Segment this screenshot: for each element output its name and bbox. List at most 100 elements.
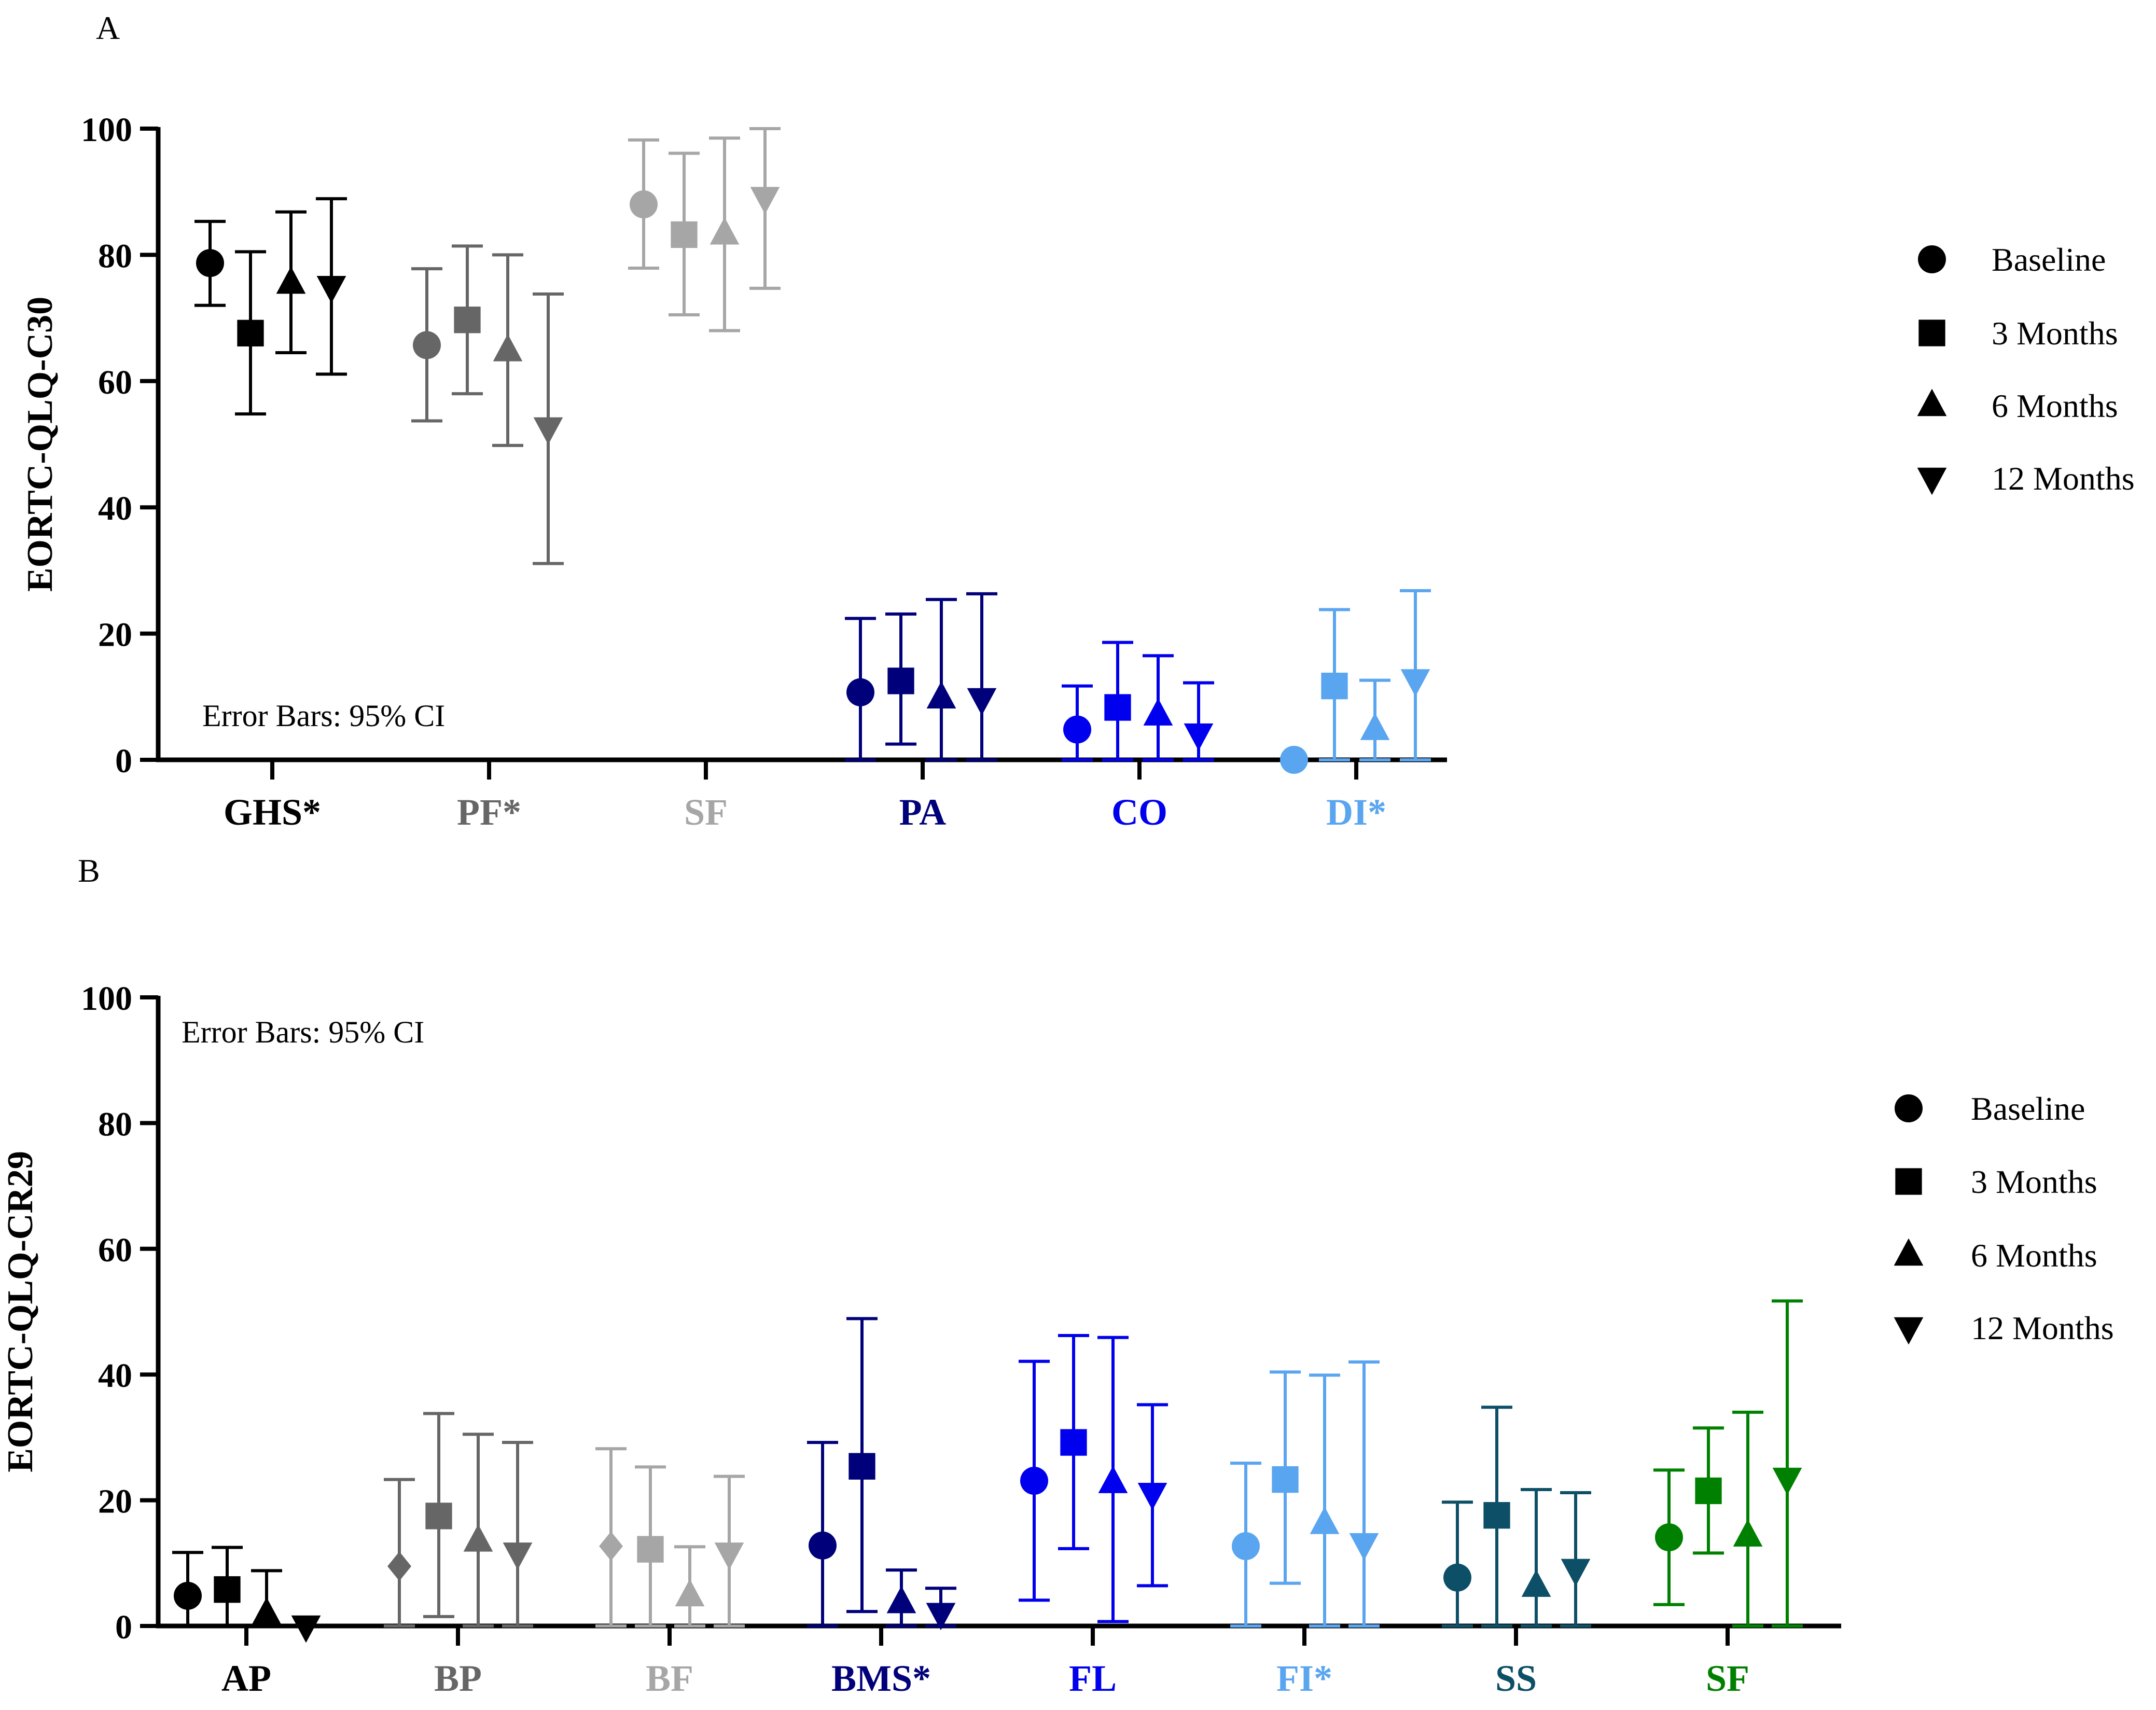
legend-label: Baseline: [1992, 241, 2106, 278]
marker-triangle-down: [1184, 723, 1214, 751]
marker-triangle-up: [252, 1597, 282, 1625]
legend-item-6-months: 6 Months: [1894, 1237, 2097, 1274]
marker-circle: [196, 249, 224, 277]
data-point-ss-6-months: [1521, 1487, 1552, 1628]
marker-square: [1695, 1477, 1722, 1505]
y-tick-label: 40: [98, 490, 132, 527]
marker-triangle-up: [1521, 1569, 1551, 1597]
legend-item-baseline: Baseline: [1918, 241, 2106, 278]
group-co: CO: [1062, 641, 1214, 833]
data-point-co-6-months: [1143, 654, 1174, 761]
y-axis-label: EORTC-QLQ-CR29: [1, 1151, 40, 1472]
marker-triangle-up: [493, 333, 523, 362]
data-point-sf-6-months: [709, 136, 740, 332]
marker-triangle-up: [1098, 1466, 1128, 1493]
data-point-bp-12-months: [502, 1441, 533, 1628]
data-point-di-6-months: [1359, 678, 1390, 761]
marker-square: [1104, 694, 1131, 721]
data-point-fl-3-months: [1058, 1334, 1089, 1550]
x-tick-label: DI*: [1326, 791, 1386, 833]
marker-triangle-down: [1137, 1483, 1167, 1510]
y-tick-label: 60: [98, 1231, 132, 1269]
marker-circle: [846, 678, 874, 706]
y-tick-label: 80: [98, 1105, 132, 1143]
data-point-co-3-months: [1102, 641, 1133, 761]
marker-triangle-up: [1310, 1507, 1340, 1534]
marker-square: [454, 307, 481, 333]
data-point-co-12-months: [1183, 681, 1214, 761]
legend-item-3-months: 3 Months: [1918, 315, 2118, 352]
data-point-ghs-3-months: [235, 250, 266, 416]
data-point-fi-3-months: [1270, 1370, 1301, 1585]
marker-triangle-down: [1561, 1559, 1591, 1587]
data-point-pa-baseline: [845, 617, 876, 761]
marker-square: [214, 1576, 241, 1603]
panel-a: A 0 20 40 60 80 100 EORTC-QLQ-C30 Error Bars: 95…: [20, 9, 2135, 833]
data-point-pf-3-months: [452, 244, 483, 396]
marker-triangle-down: [291, 1615, 321, 1643]
y-tick-label: 100: [81, 980, 132, 1018]
group-pf: PF*: [411, 244, 564, 833]
data-point-sf-baseline: [628, 138, 659, 270]
marker-triangle-down: [714, 1542, 744, 1570]
legend-marker-circle: [1895, 1094, 1923, 1122]
data-point-ss-baseline: [1442, 1500, 1473, 1628]
panel-b: B 0 20 40 60 80 100 EORTC-QLQ-CR29 Error Bars: 9…: [1, 852, 2114, 1699]
data-point-sf-12-months: [1772, 1299, 1803, 1628]
group-ghs: GHS*: [194, 197, 347, 833]
data-point-ss-12-months: [1560, 1491, 1591, 1628]
marker-triangle-up: [710, 217, 740, 245]
x-tick-label: GHS*: [224, 791, 321, 833]
data-point-ghs-baseline: [194, 219, 226, 307]
data-point-ap-6-months: [251, 1569, 282, 1628]
data-point-pf-6-months: [492, 253, 523, 447]
marker-circle: [1280, 746, 1308, 774]
data-point-fl-6-months: [1097, 1336, 1129, 1623]
group-bp: BP: [384, 1412, 533, 1699]
marker-triangle-up: [926, 681, 956, 708]
legend: Baseline 3 Months 6 Months 12 Months: [1894, 1090, 2114, 1346]
data-point-fl-baseline: [1019, 1359, 1050, 1602]
x-tick-label: SF: [1706, 1658, 1749, 1699]
y-tick-label: 80: [98, 237, 132, 275]
marker-triangle-down: [316, 276, 346, 303]
y-tick-label: 100: [81, 111, 132, 149]
data-point-sf-3-months: [669, 151, 700, 317]
marker-triangle-up: [675, 1579, 705, 1607]
legend-marker-square: [1895, 1168, 1922, 1195]
error-bars-note: Error Bars: 95% CI: [182, 1015, 424, 1049]
data-point-pf-baseline: [411, 267, 442, 423]
data-point-pa-12-months: [966, 592, 997, 761]
marker-triangle-down: [503, 1542, 533, 1570]
marker-square: [1483, 1502, 1510, 1529]
data-point-di-baseline: [1280, 746, 1308, 774]
marker-circle: [1655, 1523, 1683, 1552]
marker-triangle-down: [1772, 1467, 1802, 1495]
x-tick-label: BF: [646, 1658, 693, 1699]
marker-triangle-up: [1360, 713, 1390, 740]
legend-label: 6 Months: [1971, 1237, 2097, 1274]
error-bars-note: Error Bars: 95% CI: [202, 699, 445, 733]
legend-label: Baseline: [1971, 1090, 2085, 1127]
legend-marker-triangle-up: [1894, 1238, 1924, 1266]
marker-triangle-down: [1349, 1533, 1379, 1561]
data-point-pf-12-months: [533, 292, 564, 565]
x-tick-label: SF: [684, 791, 728, 833]
group-bms: BMS*: [807, 1317, 956, 1699]
marker-triangle-up: [276, 266, 306, 294]
x-tick-label: FL: [1069, 1658, 1117, 1699]
data-point-ghs-6-months: [275, 210, 307, 355]
marker-circle: [1232, 1532, 1260, 1561]
marker-triangle-up: [1143, 698, 1173, 726]
legend-item-12-months: 12 Months: [1894, 1310, 2114, 1346]
data-point-bf-3-months: [635, 1465, 666, 1628]
marker-square: [887, 668, 914, 694]
group-fi: FI*: [1230, 1360, 1380, 1699]
data-point-di-12-months: [1400, 589, 1431, 761]
marker-circle: [809, 1531, 837, 1560]
data-point-ss-3-months: [1481, 1406, 1512, 1628]
legend-label: 3 Months: [1992, 315, 2118, 352]
legend-item-3-months: 3 Months: [1895, 1163, 2097, 1200]
group-sf: SF: [1653, 1299, 1803, 1699]
